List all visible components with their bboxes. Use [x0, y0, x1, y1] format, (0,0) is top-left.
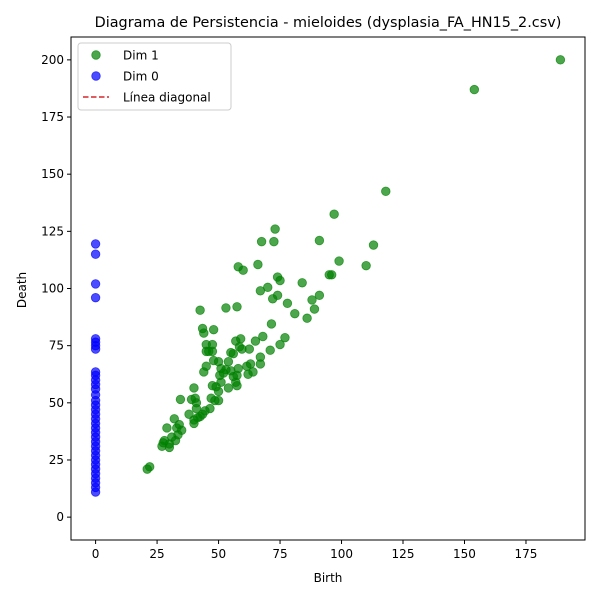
- data-point: [175, 394, 186, 405]
- x-tick-label: 150: [453, 547, 476, 561]
- plot-area: 0 25 50 75 100 125 150 175 0 25 50 75 100 125 150 175 20…: [41, 36, 586, 561]
- legend-box: [77, 42, 232, 111]
- data-point: [186, 394, 197, 405]
- data-point: [215, 370, 225, 381]
- data-point: [223, 383, 234, 393]
- data-point: [381, 186, 391, 197]
- data-point: [256, 236, 267, 247]
- data-point: [282, 298, 293, 309]
- data-point: [231, 336, 241, 346]
- y-tick-label: 125: [41, 224, 64, 238]
- data-point: [297, 278, 307, 288]
- data-point: [90, 249, 101, 259]
- data-point: [309, 304, 320, 314]
- data-point: [314, 290, 325, 301]
- data-point: [221, 303, 231, 313]
- data-point: [469, 84, 480, 95]
- data-point: [243, 369, 253, 379]
- data-point: [199, 367, 209, 377]
- data-point: [272, 272, 283, 282]
- y-tick-label: 50: [49, 396, 64, 410]
- legend-label-l-nea-diagonal: Línea diagonal: [123, 91, 211, 105]
- data-point: [208, 324, 219, 335]
- data-point: [206, 393, 216, 403]
- data-point: [265, 345, 275, 355]
- data-point: [324, 270, 334, 280]
- data-point: [201, 346, 211, 357]
- x-tick-label: 25: [149, 547, 164, 561]
- data-point: [90, 487, 101, 497]
- data-point: [368, 240, 379, 250]
- y-tick-label: 0: [56, 510, 64, 524]
- data-point: [269, 236, 279, 247]
- data-point: [232, 302, 242, 312]
- x-tick-label: 175: [515, 547, 538, 561]
- data-point: [197, 323, 208, 334]
- x-tick-label: 75: [272, 547, 287, 561]
- data-point: [226, 347, 236, 358]
- y-tick-label: 150: [41, 167, 64, 181]
- x-axis-label: Birth: [314, 571, 343, 585]
- data-point: [191, 403, 202, 414]
- data-point: [307, 295, 317, 305]
- y-tick-label: 175: [41, 110, 64, 124]
- data-point: [90, 279, 101, 289]
- data-point: [314, 235, 325, 246]
- data-point: [90, 239, 101, 249]
- data-point: [334, 256, 344, 266]
- x-tick-label: 0: [92, 547, 100, 561]
- data-point: [233, 262, 243, 272]
- data-point: [275, 339, 285, 350]
- data-point: [302, 313, 312, 323]
- data-point: [361, 260, 371, 271]
- data-point: [250, 336, 261, 346]
- data-point: [157, 441, 167, 451]
- chart-title: Diagrama de Persistencia - mieloides (dy…: [95, 15, 562, 31]
- x-tick-label: 100: [330, 547, 353, 561]
- data-point: [555, 55, 566, 65]
- data-point: [258, 331, 268, 342]
- legend-label-dim-0: Dim 0: [123, 70, 159, 84]
- data-point: [172, 423, 182, 433]
- data-point: [207, 380, 218, 391]
- data-point: [266, 319, 277, 329]
- data-point: [290, 308, 300, 319]
- data-point: [184, 409, 194, 419]
- x-tick-label: 50: [211, 547, 226, 561]
- legend-label-dim-1: Dim 1: [123, 49, 159, 63]
- y-tick-label: 200: [41, 53, 64, 67]
- series-dim-1: [142, 55, 566, 474]
- y-tick-label: 75: [49, 339, 64, 353]
- data-point: [253, 259, 263, 270]
- data-point: [255, 286, 266, 296]
- data-point: [255, 359, 266, 369]
- data-point: [169, 414, 179, 424]
- data-point: [189, 383, 199, 393]
- y-tick-label: 100: [41, 282, 64, 296]
- data-point: [270, 224, 280, 234]
- y-axis-label: Death: [15, 272, 29, 308]
- data-point: [208, 355, 219, 366]
- data-point: [90, 292, 101, 303]
- data-point: [189, 418, 199, 429]
- data-point: [267, 294, 278, 304]
- legend-marker-dim-0: [91, 71, 101, 81]
- data-point: [162, 423, 172, 433]
- data-point: [223, 356, 234, 367]
- data-point: [90, 344, 101, 354]
- data-point: [280, 332, 290, 343]
- legend: Dim 1 Dim 0 Línea diagonal: [77, 42, 232, 111]
- x-tick-label: 125: [392, 547, 415, 561]
- legend-marker-dim-1: [91, 50, 101, 60]
- y-tick-label: 25: [49, 453, 64, 467]
- data-point: [195, 305, 205, 315]
- series-dim-0: [90, 239, 101, 497]
- data-point: [242, 361, 252, 371]
- data-point: [142, 464, 152, 474]
- data-point: [329, 209, 339, 219]
